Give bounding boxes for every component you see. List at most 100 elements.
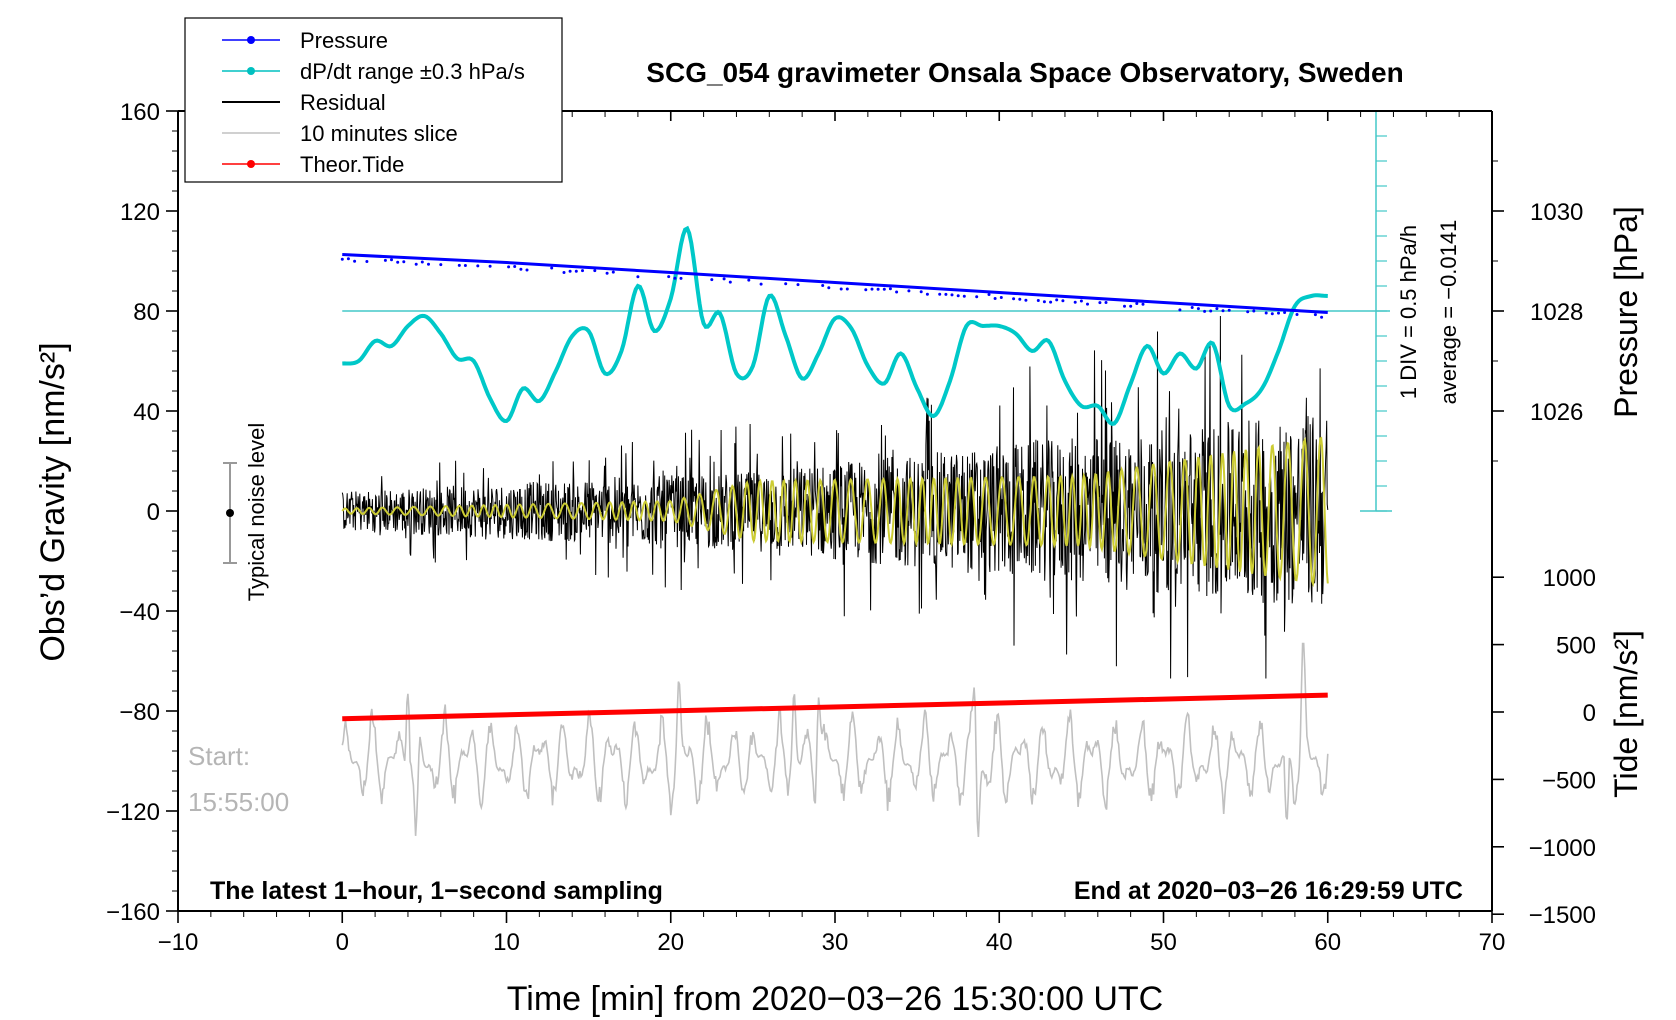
pressure-tick-label: 1028 (1530, 299, 1583, 326)
pressure-point (611, 270, 615, 274)
pressure-point (414, 262, 418, 266)
pressure-point (1042, 300, 1046, 304)
pressure-point (1024, 298, 1028, 302)
pressure-point (993, 297, 997, 300)
legend-marker (247, 36, 255, 44)
x-tick-label: −10 (158, 929, 199, 956)
legend-label: 10 minutes slice (300, 121, 458, 146)
end-time-note: End at 2020−03−26 16:29:59 UTC (1074, 877, 1463, 905)
div-label: 1 DIV = 0.5 hPa/h (1396, 225, 1421, 399)
pressure-point (987, 293, 991, 296)
axes: −10 0 10 20 30 40 50 60 70 160 120 80 40 0 −40 −80 −120 −… (106, 99, 1596, 956)
noise-level-indicator: Typical noise level (223, 423, 269, 601)
legend-marker (247, 160, 255, 168)
y-tick-label: 160 (120, 99, 160, 126)
pressure-point (365, 260, 369, 263)
pressure-point (710, 278, 714, 282)
pressure-point (605, 271, 609, 275)
x-tick-label: 70 (1479, 929, 1506, 956)
dpdt-line (342, 225, 1328, 426)
start-label: Start: (188, 741, 250, 771)
pressure-point (476, 264, 480, 268)
pressure-tick-label: 1030 (1530, 199, 1583, 226)
pressure-point (919, 290, 923, 294)
pressure-point (353, 259, 357, 263)
pressure-point (1277, 311, 1280, 315)
pressure-point (796, 283, 800, 287)
legend-label: dP/dt range ±0.3 hPa/s (300, 59, 525, 84)
pressure-point (925, 292, 929, 296)
legend-label: Pressure (300, 28, 388, 53)
x-tick-label: 40 (986, 929, 1013, 956)
x-axis-label: Time [min] from 2020−03−26 15:30:00 UTC (507, 980, 1163, 1018)
y-axis-label-left: Obs’d Gravity [nm/s²] (34, 342, 72, 661)
pressure-point (667, 275, 671, 279)
residual-line (341, 315, 1329, 679)
pressure-point (340, 257, 344, 261)
pressure-point (1221, 309, 1225, 313)
pressure-point (1215, 307, 1219, 311)
pressure-point (519, 267, 523, 271)
start-time-label: 15:55:00 (188, 787, 289, 817)
y-tick-label: 120 (120, 199, 160, 226)
pressure-point (759, 282, 763, 286)
tide-tick-label: −1000 (1529, 835, 1596, 862)
pressure-point (513, 265, 517, 268)
pressure-point (420, 260, 424, 264)
pressure-point (975, 295, 979, 299)
pressure-point (390, 258, 393, 262)
y-tick-label: 40 (133, 399, 160, 426)
pressure-axis-label: Pressure [hPa] (1608, 206, 1644, 418)
pressure-point (1104, 301, 1108, 304)
pressure-point (784, 282, 788, 286)
tide-tick-label: −500 (1542, 767, 1596, 794)
slice-line (341, 642, 1329, 838)
pressure-point (439, 263, 443, 267)
pressure-point (821, 284, 825, 287)
y-tick-label: −160 (106, 899, 160, 926)
pressure-point (876, 287, 880, 291)
pressure-point (950, 293, 954, 297)
pressure-point (1129, 304, 1133, 308)
pressure-point (747, 278, 751, 282)
pressure-point (457, 263, 461, 267)
pressure-point (568, 269, 572, 273)
x-tick-label: 0 (336, 929, 349, 956)
legend: Pressure dP/dt range ±0.3 hPa/s Residual 10… (184, 17, 563, 183)
pressure-point (488, 264, 492, 268)
x-tick-label: 30 (822, 929, 849, 956)
legend-label: Theor.Tide (300, 152, 404, 177)
pressure-point (1135, 302, 1139, 305)
tide-axis-label: Tide [nm/s²] (1608, 630, 1644, 798)
tide-line (342, 692, 1328, 722)
legend-label: Residual (300, 90, 386, 115)
plot-area (342, 111, 1392, 512)
pressure-tick-label: 1026 (1530, 399, 1583, 426)
average-label: average = −0.0141 (1436, 220, 1461, 405)
pressure-point (944, 292, 948, 296)
pressure-point (1320, 315, 1324, 319)
y-tick-label: 80 (133, 299, 160, 326)
y-tick-label: 0 (147, 499, 160, 526)
pressure-point (1196, 307, 1200, 311)
pressure-point (882, 287, 886, 291)
pressure-point (581, 269, 584, 273)
pressure-point (1227, 308, 1231, 312)
chart-title: SCG_054 gravimeter Onsala Space Observat… (646, 57, 1403, 88)
y-tick-label: −40 (119, 599, 160, 626)
x-tick-label: 10 (493, 929, 520, 956)
pressure-point (550, 266, 554, 270)
pressure-point (845, 287, 849, 291)
pressure-point (864, 288, 868, 292)
pressure-point (1061, 299, 1065, 303)
filtered-residual-line (341, 436, 1329, 588)
pressure-point (562, 271, 566, 274)
pressure-point (679, 276, 683, 280)
pressure-point (463, 264, 467, 267)
pressure-point (1098, 301, 1102, 305)
pressure-point (1049, 300, 1053, 304)
pressure-point (1295, 313, 1299, 316)
pressure-point (1012, 297, 1016, 301)
pressure-point (673, 276, 677, 280)
pressure-point (1190, 306, 1194, 309)
